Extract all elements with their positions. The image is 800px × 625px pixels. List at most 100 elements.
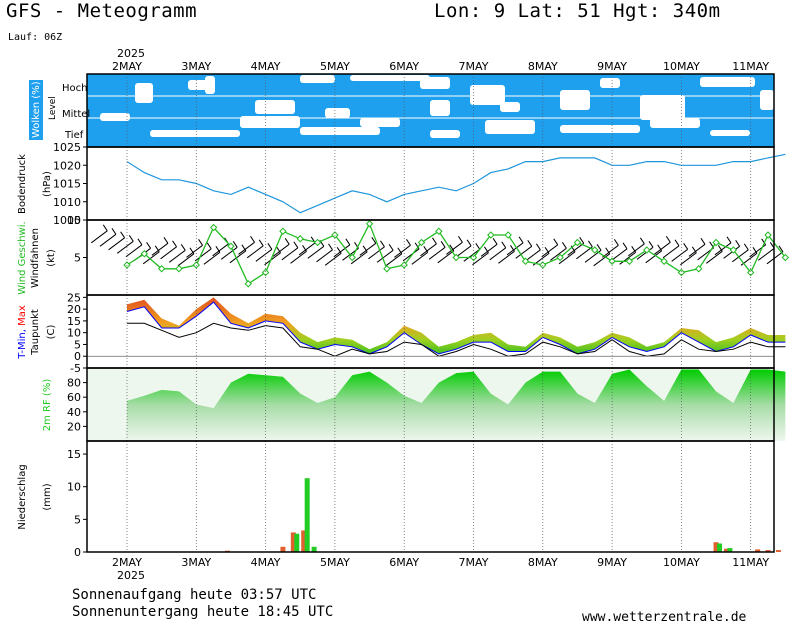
wind-barb — [542, 245, 558, 257]
wind-point — [245, 281, 251, 287]
rh-label: 2m RF (%) — [42, 379, 53, 432]
cloud-gap — [135, 83, 153, 103]
dewpoint-line — [127, 323, 785, 356]
wind-barb — [100, 234, 116, 246]
temp-axis-tick-label: 20 — [67, 303, 81, 316]
cloud-gap — [325, 108, 350, 118]
wind-barb — [767, 252, 783, 264]
cloud-gap — [760, 90, 774, 110]
date-label-bottom: 5MAY — [320, 556, 350, 569]
wind-barb-flag — [138, 239, 142, 245]
wind-barb — [516, 246, 532, 258]
wind-barb — [498, 251, 514, 263]
wind-barb-flag — [103, 225, 107, 231]
pressure-axis-tick-label: 1015 — [53, 178, 81, 191]
rh-axis-tick-label: 40 — [67, 406, 81, 419]
precip-bar — [776, 550, 781, 552]
wind-barb — [680, 253, 696, 265]
panel-frame — [87, 220, 774, 295]
cloud-gap — [300, 75, 335, 83]
wind-barb-flag — [493, 238, 497, 244]
date-label-bottom: 6MAY — [389, 556, 419, 569]
wind-barb-flag — [502, 242, 506, 248]
wind-barb — [646, 251, 662, 263]
wind-barb-flag — [666, 236, 670, 242]
wind-barb-flag — [458, 236, 462, 242]
wind-barb-flag — [554, 239, 558, 245]
wind-barb — [663, 246, 679, 258]
temp-unit: (C) — [46, 325, 57, 340]
date-label-bottom: 7MAY — [459, 556, 489, 569]
date-label-bottom: 4MAY — [251, 556, 281, 569]
date-label-top: 9MAY — [597, 60, 627, 73]
tmin-label: T-Min, — [17, 326, 28, 360]
wind-barb-flag — [588, 241, 592, 247]
sunset-text: Sonnenuntergang heute 18:45 UTC — [72, 604, 333, 620]
wind-barb — [429, 247, 445, 259]
cloud-gap — [100, 113, 130, 121]
wind-barb-flag — [259, 240, 263, 246]
level-axis-label: Level — [48, 96, 58, 120]
precip-unit: (mm) — [42, 483, 53, 510]
wind-barb-flag — [147, 242, 151, 248]
wind-barb-flag — [640, 238, 644, 244]
wind-barb — [394, 245, 410, 257]
date-label-top: 3MAY — [181, 60, 211, 73]
wind-barb — [403, 249, 419, 261]
date-label-top: 6MAY — [389, 60, 419, 73]
precip-axis-tick-label: 15 — [67, 448, 81, 461]
pressure-axis-tick-label: 1025 — [53, 141, 81, 154]
cloud-gap — [255, 100, 295, 114]
wind-barb-flag — [614, 239, 618, 245]
wind-barb — [386, 254, 402, 266]
wind-barb — [317, 250, 333, 262]
wind-barb — [481, 244, 497, 256]
wind-barb — [360, 243, 376, 255]
wind-barb — [256, 249, 272, 261]
wind-barb — [204, 252, 220, 264]
wind-barb — [117, 241, 133, 253]
wind-barb-flag — [268, 243, 272, 249]
wind-barb — [594, 254, 610, 266]
date-label-bottom: 11MAY — [732, 556, 769, 569]
wind-speed-line — [127, 224, 785, 284]
cloud-gap — [600, 78, 620, 88]
level-label-high: Hoch — [62, 83, 87, 94]
wind-barb-flag — [294, 242, 298, 248]
wind-barb-flag — [744, 244, 748, 250]
wind-barb — [126, 245, 142, 257]
panel-frame — [87, 147, 774, 220]
temp-axis-tick-label: 15 — [67, 315, 81, 328]
wind-barb-flag — [476, 243, 480, 249]
wind-barb — [672, 249, 688, 261]
wind-barb — [91, 231, 107, 243]
wind-barb-flag — [199, 239, 203, 245]
date-label-bottom: 8MAY — [528, 556, 558, 569]
cloud-gap — [700, 77, 755, 87]
wind-barb-flag — [727, 237, 731, 243]
wind-axis-tick-label: 10 — [67, 214, 81, 227]
tmax-label: Max — [17, 305, 28, 326]
cloud-gap — [650, 118, 700, 128]
wind-barb-flag — [329, 244, 333, 250]
rh-axis-tick-label: 20 — [67, 420, 81, 433]
precip-axis-tick-label: 5 — [74, 513, 81, 526]
cloud-gap — [470, 85, 505, 105]
panel-frame — [87, 295, 774, 368]
wind-barb-flag — [389, 244, 393, 250]
cloud-gap — [640, 95, 685, 120]
wind-barb-flag — [562, 242, 566, 248]
wind-point — [297, 236, 303, 242]
wind-barb — [628, 244, 644, 256]
precip-bar — [280, 547, 285, 552]
pressure-unit: (hPa) — [42, 171, 53, 197]
cloud-title: Wolken (%) — [31, 81, 42, 138]
temp-axis-tick-label: 0 — [74, 350, 81, 363]
wind-barb — [464, 249, 480, 261]
wind-point — [176, 266, 182, 272]
precip-bar — [305, 478, 310, 552]
wind-point — [280, 228, 286, 234]
rh-axis-tick-label: 60 — [67, 391, 81, 404]
year-label-top: 2025 — [117, 47, 145, 60]
cloud-gap — [430, 130, 460, 138]
